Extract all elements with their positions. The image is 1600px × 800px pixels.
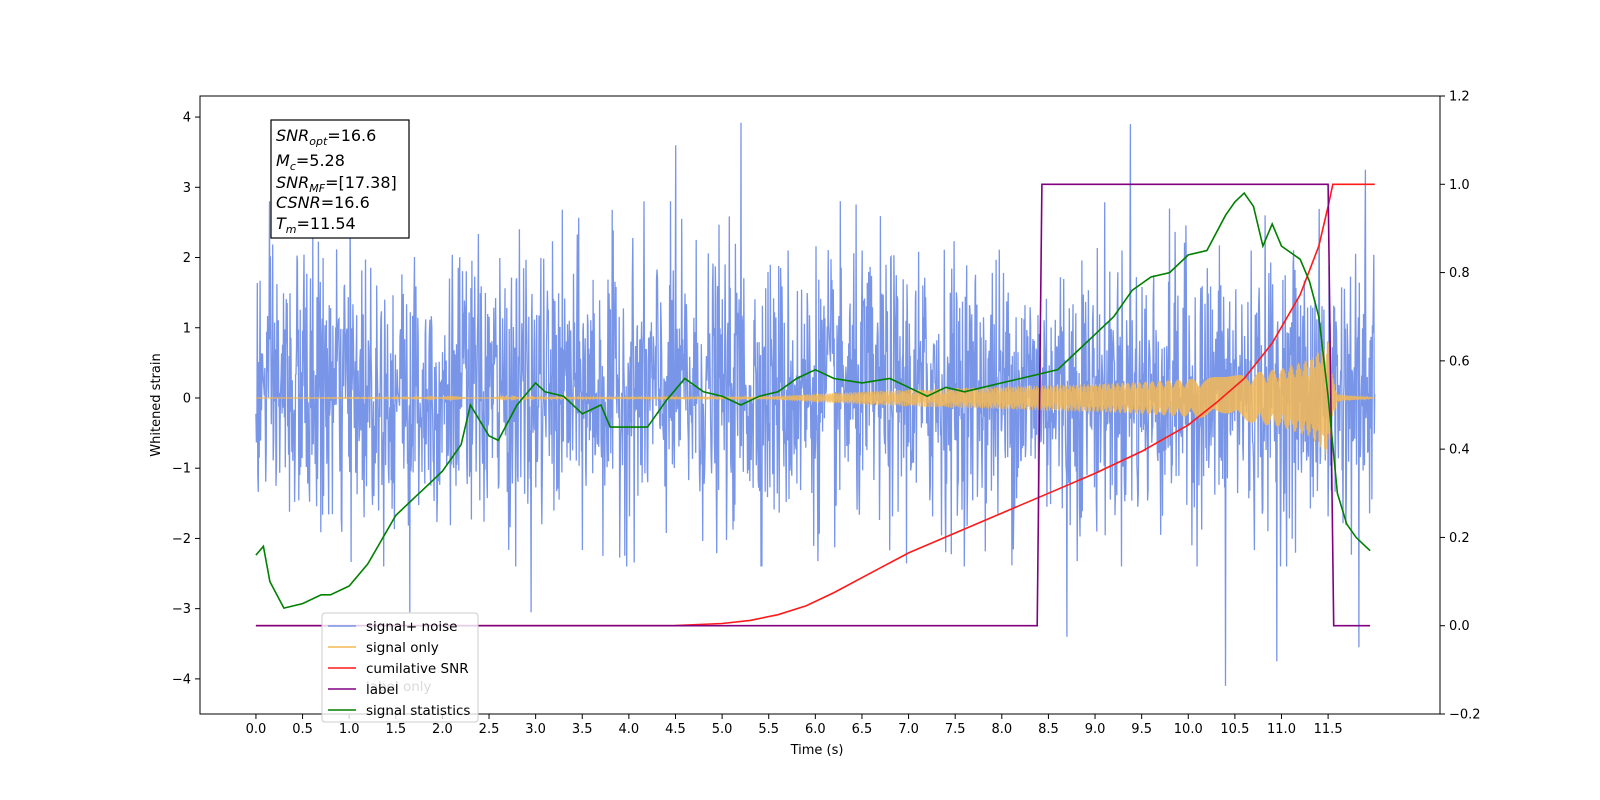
- series-signal-only: [255, 341, 1375, 455]
- x-tick-label: 8.5: [1038, 722, 1059, 737]
- annotation-box: SNRopt=16.6 Mc=5.28SNRMF=[17.38]CSNR=16.6…: [270, 119, 410, 239]
- legend-label: signal only: [366, 640, 439, 656]
- x-axis: 0.0 0.5 1.0 1.5 2.0 2.5 3.0 3.5 4.0 4.5 5.0 5.5 6.0 6…: [246, 714, 1343, 737]
- y-axis-left: −4 −3 −2 −1 0 1 2 3 4: [172, 111, 200, 687]
- x-tick-label: 1.5: [385, 722, 406, 737]
- x-tick-label: 8.0: [991, 722, 1012, 737]
- x-tick-label: 10.5: [1220, 722, 1249, 737]
- x-tick-label: 10.0: [1174, 722, 1203, 737]
- legend-label: cumilative SNR: [366, 661, 469, 677]
- y-tick-label: 0: [183, 391, 191, 406]
- y2-tick-label: 1.0: [1449, 178, 1470, 193]
- legend-label: signal statistics: [366, 703, 470, 719]
- x-tick-label: 11.5: [1314, 722, 1343, 737]
- x-tick-label: 7.5: [945, 722, 966, 737]
- y-tick-label: 3: [183, 181, 191, 196]
- plot-frame: [199, 95, 1441, 715]
- y-tick-label: −1: [172, 462, 191, 477]
- x-tick-label: 2.0: [432, 722, 453, 737]
- y-tick-label: −3: [172, 602, 191, 617]
- y-tick-label: −4: [172, 672, 191, 687]
- x-tick-label: 7.0: [898, 722, 919, 737]
- x-tick-label: 1.0: [339, 722, 360, 737]
- annotation-line: SNRMF=[17.38]: [276, 173, 397, 195]
- x-tick-label: 0.0: [246, 722, 267, 737]
- legend-label: label: [366, 682, 399, 698]
- x-tick-label: 4.0: [619, 722, 640, 737]
- y2-tick-label: 0.4: [1449, 443, 1470, 458]
- y2-tick-label: 0.8: [1449, 266, 1470, 281]
- legend-label: signal+ noise: [366, 619, 457, 635]
- x-axis-label: Time (s): [790, 743, 844, 758]
- legend-ghost-label: label only: [366, 679, 432, 695]
- annotation-line: Tm=11.54: [276, 214, 356, 236]
- annotation-line: CSNR=16.6: [276, 193, 370, 212]
- x-tick-label: 6.0: [805, 722, 826, 737]
- x-tick-label: 3.0: [525, 722, 546, 737]
- x-tick-label: 9.5: [1131, 722, 1152, 737]
- series-signal-noise: [255, 122, 1376, 686]
- legend: label only signal+ noise signal only cumila…: [321, 612, 479, 723]
- y2-tick-label: 1.2: [1449, 90, 1470, 105]
- y-axis-label: Whitened strain: [149, 353, 164, 456]
- x-tick-label: 5.0: [712, 722, 733, 737]
- annotation-line: Mc=5.28: [276, 151, 345, 173]
- series-label: [255, 183, 1371, 627]
- x-tick-label: 4.5: [665, 722, 686, 737]
- y-tick-label: −2: [172, 532, 191, 547]
- x-tick-label: 9.0: [1085, 722, 1106, 737]
- legend-frame: [321, 612, 479, 723]
- y2-tick-label: 0.2: [1449, 531, 1470, 546]
- y-axis-right: −0.2 0.0 0.2 0.4 0.6 0.8 1.0 1.2: [1440, 90, 1481, 723]
- y-tick-label: 4: [183, 111, 191, 126]
- series-signal-statistics: [255, 191, 1371, 610]
- x-tick-label: 11.0: [1267, 722, 1296, 737]
- y2-tick-label: 0.6: [1449, 354, 1470, 369]
- x-tick-label: 0.5: [292, 722, 313, 737]
- series-cumilative-snr: [255, 183, 1375, 627]
- y-tick-label: 1: [183, 321, 191, 336]
- x-tick-label: 3.5: [572, 722, 593, 737]
- y2-tick-label: 0.0: [1449, 619, 1470, 634]
- y2-tick-label: −0.2: [1449, 708, 1481, 723]
- x-tick-label: 6.5: [852, 722, 873, 737]
- annotation-frame: [270, 119, 410, 239]
- annotation-line: SNRopt=16.6: [276, 126, 376, 148]
- x-tick-label: 2.5: [479, 722, 500, 737]
- y-tick-label: 2: [183, 251, 191, 266]
- series-layer: [255, 122, 1376, 686]
- x-tick-label: 5.5: [758, 722, 779, 737]
